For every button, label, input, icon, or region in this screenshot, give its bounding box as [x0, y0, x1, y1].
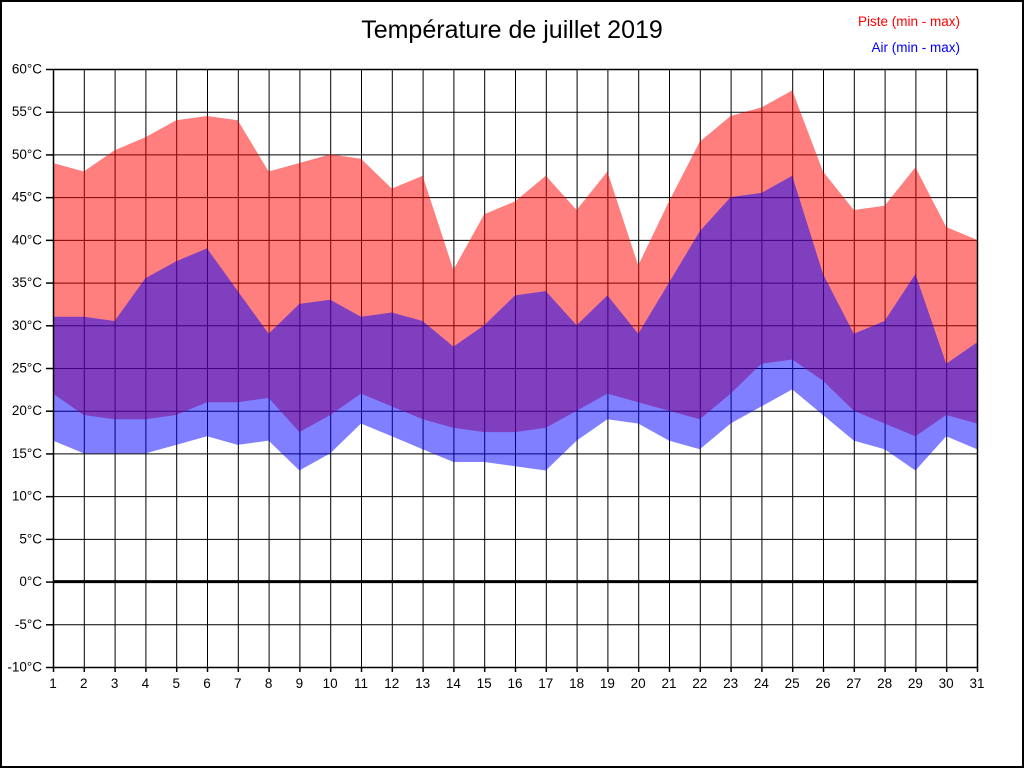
x-tick-label: 19	[600, 676, 615, 691]
x-tick-label: 8	[265, 676, 273, 691]
x-tick-label: 20	[631, 676, 646, 691]
x-tick-label: 17	[538, 676, 553, 691]
x-tick-label: 25	[785, 676, 800, 691]
y-tick-label: 30°C	[12, 318, 42, 333]
x-tick-label: 31	[969, 676, 984, 691]
y-tick-label: 50°C	[12, 147, 42, 162]
x-tick-label: 27	[846, 676, 861, 691]
y-tick-label: 5°C	[19, 531, 42, 546]
y-tick-label: 0°C	[19, 574, 42, 589]
x-tick-label: 23	[723, 676, 738, 691]
y-tick-label: 15°C	[12, 446, 42, 461]
x-tick-label: 24	[754, 676, 770, 691]
y-tick-label: 20°C	[12, 403, 42, 418]
x-tick-label: 28	[877, 676, 892, 691]
x-tick-label: 30	[939, 676, 954, 691]
axis-ticks	[46, 68, 979, 672]
y-tick-label: 25°C	[12, 361, 42, 376]
y-tick-label: -5°C	[15, 617, 42, 632]
x-tick-label: 10	[323, 676, 338, 691]
legend-item-air: Air (min - max)	[871, 40, 961, 55]
x-tick-label: 4	[142, 676, 150, 691]
x-tick-label: 6	[203, 676, 211, 691]
x-tick-label: 11	[354, 676, 368, 691]
x-tick-label: 5	[172, 676, 180, 691]
air-minmax-band	[53, 175, 977, 471]
legend-item-piste: Piste (min - max)	[857, 14, 960, 29]
legend: Piste (min - max) Air (min - max)	[858, 9, 960, 61]
x-tick-label: 2	[80, 676, 88, 691]
x-tick-label: 18	[569, 676, 584, 691]
x-tick-label: 9	[296, 676, 304, 691]
x-tick-label: 22	[692, 676, 707, 691]
y-tick-label: 10°C	[12, 489, 42, 504]
x-tick-label: 3	[111, 676, 119, 691]
y-tick-label: 45°C	[12, 190, 42, 205]
x-tick-label: 26	[815, 676, 830, 691]
y-tick-label: -10°C	[7, 660, 42, 675]
x-tick-label: 21	[661, 676, 676, 691]
y-tick-label: 55°C	[12, 104, 42, 119]
y-tick-label: 60°C	[12, 62, 42, 77]
x-tick-label: 14	[446, 676, 462, 691]
y-tick-label: 40°C	[12, 232, 42, 247]
chart-title: Température de juillet 2019	[361, 16, 663, 44]
x-tick-label: 15	[477, 676, 492, 691]
x-tick-label: 13	[415, 676, 430, 691]
y-tick-label: 35°C	[12, 275, 42, 290]
x-tick-label: 1	[49, 676, 57, 691]
x-tick-label: 29	[908, 676, 923, 691]
y-axis-labels: -10°C -5°C 0°C 5°C 10°C 15°C 20°C 25°C 30°C 35°C 4…	[7, 62, 42, 675]
x-axis-labels: 1 2 3 4 5 6 7 8 9 10 11 12 13 14 15 16 17 18 19 20 21 22 23 24 2…	[49, 676, 984, 691]
x-tick-label: 12	[384, 676, 399, 691]
x-tick-label: 7	[234, 676, 242, 691]
x-tick-label: 16	[507, 676, 522, 691]
